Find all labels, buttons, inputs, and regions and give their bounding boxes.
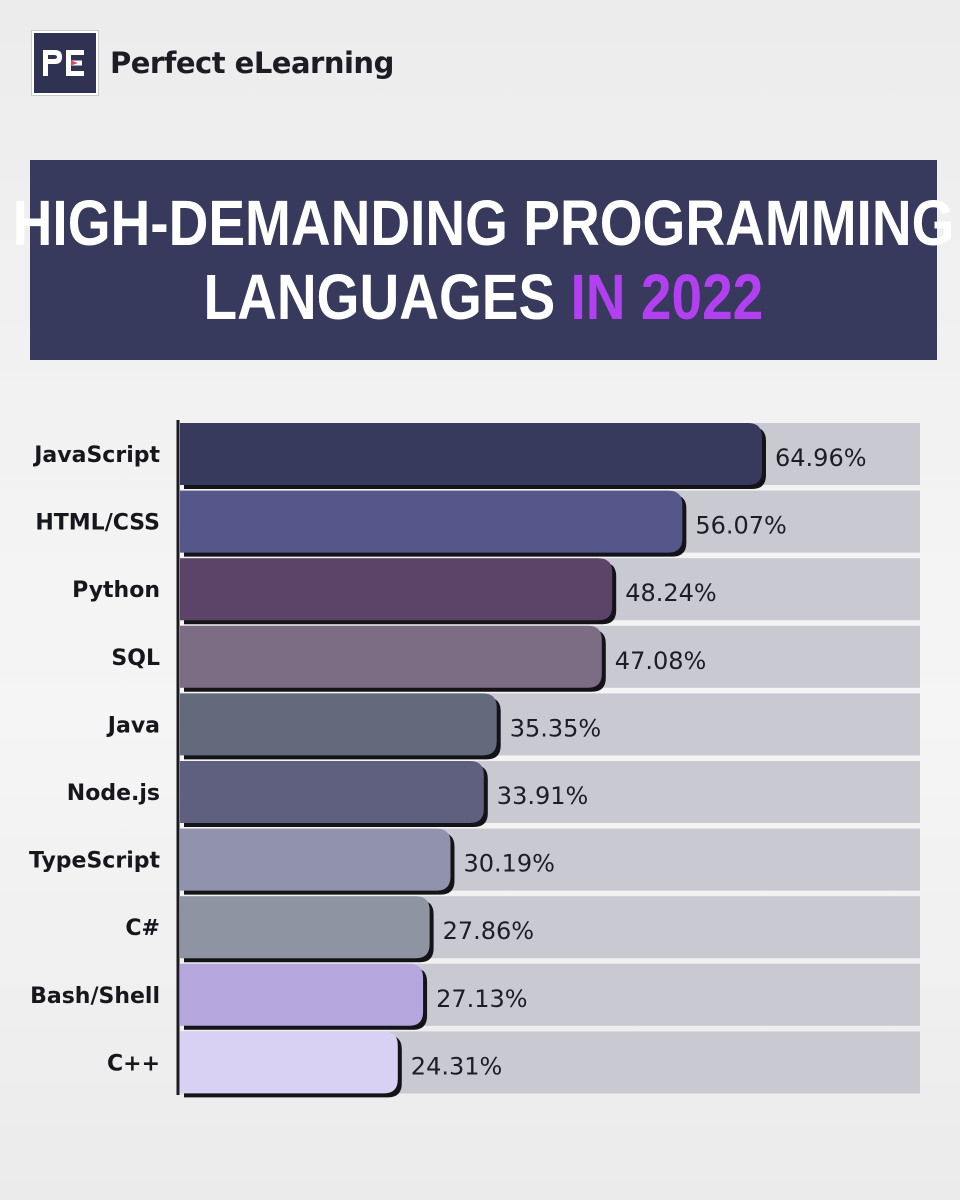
value-label: 33.91%	[497, 782, 589, 810]
bar-node-js	[180, 761, 484, 823]
category-label: C++	[107, 1051, 160, 1076]
page-title-line-1: HIGH-DEMANDING PROGRAMMING	[12, 187, 955, 259]
value-label: 35.35%	[510, 714, 602, 742]
category-label: Node.js	[67, 781, 160, 806]
value-label: 24.31%	[411, 1052, 503, 1080]
value-labels: 64.96% 56.07% 48.24% 47.08% 35.35% 33.91% 30.1…	[411, 444, 867, 1080]
value-label: 48.24%	[625, 579, 717, 607]
bar-c-	[180, 896, 430, 959]
bar-sql	[180, 625, 602, 688]
brand-name: Perfect eLearning	[110, 46, 394, 80]
page-title-line-2: LANGUAGES IN 2022	[204, 260, 764, 334]
brand-logo	[32, 31, 98, 95]
page-title-main: LANGUAGES	[203, 261, 571, 333]
value-label: 30.19%	[463, 850, 555, 878]
bar-bash-shell	[180, 963, 424, 1026]
bar-java	[180, 693, 497, 756]
category-label: Java	[106, 713, 160, 738]
category-label: Bash/Shell	[30, 984, 160, 1009]
pe-logo-icon	[43, 50, 84, 76]
category-label: SQL	[111, 646, 160, 671]
category-label: Python	[72, 578, 160, 603]
value-label: 27.13%	[436, 985, 528, 1013]
bar-html-css	[180, 490, 683, 553]
category-label: C#	[125, 916, 160, 941]
category-label: HTML/CSS	[35, 511, 160, 536]
category-label: TypeScript	[29, 849, 160, 874]
bars	[180, 423, 766, 1098]
bar-c-	[180, 1031, 398, 1094]
category-label: JavaScript	[32, 443, 160, 468]
page-title-accent: IN 2022	[570, 261, 764, 333]
title-banner: HIGH-DEMANDING PROGRAMMING LANGUAGES IN …	[13, 160, 954, 360]
bar-python	[180, 558, 613, 621]
category-labels: JavaScript HTML/CSS Python SQL Java Node.js Ty…	[29, 443, 160, 1076]
value-label: 64.96%	[775, 444, 867, 472]
bar-typescript	[180, 828, 451, 891]
value-label: 47.08%	[615, 647, 707, 675]
value-label: 27.86%	[443, 917, 535, 945]
value-label: 56.07%	[695, 512, 787, 540]
brand: Perfect eLearning	[32, 31, 394, 95]
bar-javascript	[180, 423, 762, 485]
